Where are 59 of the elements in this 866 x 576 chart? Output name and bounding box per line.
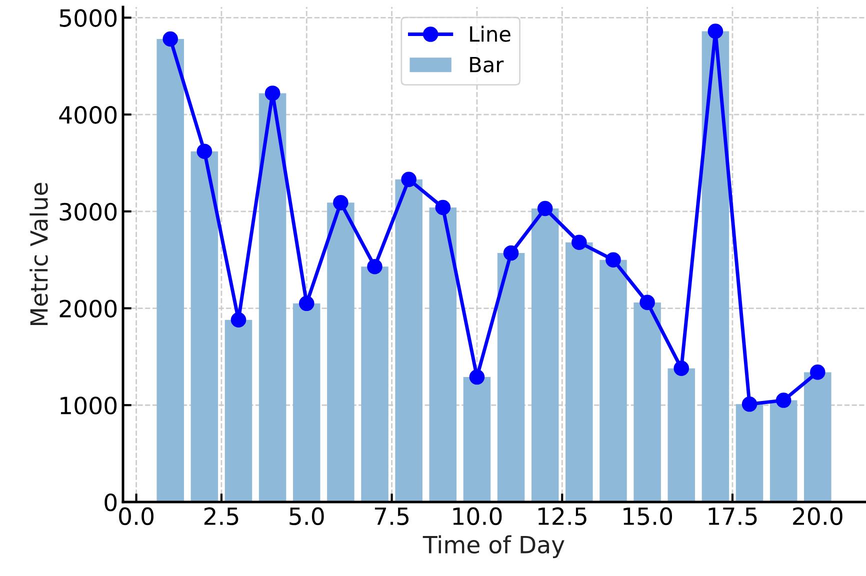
- point: [230, 312, 246, 328]
- bar: [361, 266, 388, 502]
- point: [469, 369, 485, 385]
- bar: [736, 404, 764, 502]
- point: [572, 234, 587, 250]
- y-tick-label: 2000: [60, 300, 117, 318]
- bar: [258, 93, 286, 502]
- y-tick-label: 3000: [60, 202, 117, 221]
- bar: [463, 377, 491, 502]
- x-tick-label: 10.0: [453, 507, 502, 526]
- legend-label: Bar: [470, 56, 504, 72]
- point: [708, 24, 724, 39]
- x-tick-label: 2.5: [204, 507, 238, 526]
- bar: [770, 400, 798, 502]
- bar: [497, 253, 525, 502]
- bar: [327, 202, 354, 502]
- bar: [804, 372, 832, 502]
- bar: [668, 368, 695, 502]
- point: [298, 296, 314, 312]
- point: [435, 200, 451, 216]
- point: [333, 195, 348, 210]
- bar: [566, 242, 593, 502]
- y-tick-label: 1000: [60, 396, 117, 414]
- point: [742, 396, 758, 412]
- point: [401, 172, 416, 188]
- point: [264, 86, 280, 101]
- bar: [702, 31, 730, 502]
- x-axis-title: Time of Day: [422, 535, 564, 558]
- bar: [190, 151, 218, 502]
- point: [606, 252, 621, 268]
- point: [640, 294, 655, 310]
- bar: [600, 260, 627, 502]
- point: [674, 360, 690, 376]
- y-axis-title: Metric Value: [30, 182, 48, 326]
- point: [162, 31, 178, 47]
- bar: [156, 38, 184, 502]
- x-tick-label: 15.0: [624, 507, 672, 526]
- bar: [293, 303, 320, 502]
- x-tick-label: 12.5: [538, 507, 586, 526]
- bar: [531, 208, 559, 502]
- point: [776, 392, 792, 408]
- point: [503, 245, 519, 261]
- bar: [634, 302, 661, 502]
- x-tick-label: 5.0: [290, 507, 324, 526]
- bar: [395, 179, 422, 502]
- y-tick-label: 0: [104, 493, 117, 512]
- point: [367, 258, 382, 274]
- point: [810, 364, 826, 380]
- legend-label: Line: [470, 26, 510, 42]
- x-tick-label: 20.0: [793, 507, 842, 526]
- bar: [224, 320, 252, 502]
- y-tick-label: 4000: [59, 106, 117, 124]
- y-tick-label: 5000: [60, 9, 117, 27]
- x-tick-label: 7.5: [374, 508, 409, 526]
- x-tick-label: 17.5: [708, 508, 757, 526]
- point: [196, 144, 212, 159]
- bar: [429, 208, 457, 502]
- x-tick-label: 0.0: [119, 507, 154, 526]
- point: [537, 200, 553, 216]
